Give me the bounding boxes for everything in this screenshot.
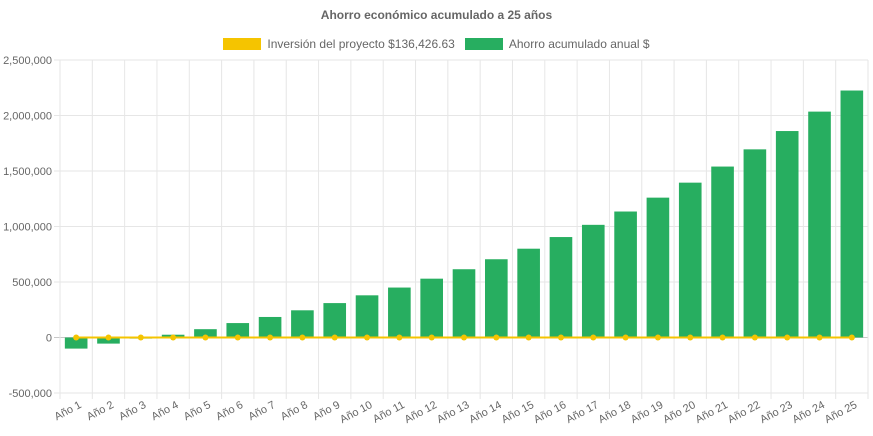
bar-ahorro-9	[323, 303, 347, 338]
legend-label-investment: Inversión del proyecto $136,426.63	[267, 37, 455, 51]
investment-point-19	[654, 334, 661, 341]
bar-ahorro-5	[194, 329, 217, 338]
investment-point-15	[525, 334, 532, 341]
y-tick-label: 2,500,000	[3, 55, 52, 67]
investment-point-13	[461, 334, 467, 341]
investment-point-8	[299, 334, 306, 341]
bar-ahorro-21	[711, 166, 734, 338]
bar-ahorro-25	[840, 90, 864, 338]
investment-point-7	[267, 334, 274, 341]
bar-ahorro-14	[485, 259, 508, 338]
x-tick-label: Año 9	[311, 399, 342, 423]
x-tick-label: Año 16	[532, 399, 568, 426]
bar-ahorro-24	[808, 111, 831, 338]
x-tick-label: Año 4	[150, 399, 181, 423]
bar-ahorro-18	[614, 211, 637, 338]
x-tick-label: Año 1	[53, 399, 84, 423]
bar-ahorro-1	[64, 337, 88, 349]
bar-ahorro-15	[517, 248, 540, 338]
x-tick-label: Año 20	[661, 399, 697, 426]
bar-ahorro-22	[743, 149, 767, 338]
investment-point-22	[751, 334, 758, 341]
legend-swatch-savings	[464, 38, 503, 50]
x-tick-label: Año 22	[726, 399, 762, 426]
investment-point-9	[331, 334, 338, 341]
investment-point-11	[396, 334, 403, 341]
x-tick-label: Año 5	[182, 399, 213, 423]
legend-item-savings[interactable]: Ahorro acumulado anual $	[464, 37, 650, 51]
investment-point-16	[557, 334, 564, 341]
bar-ahorro-6	[226, 323, 250, 338]
investment-point-17	[590, 334, 597, 341]
x-tick-label: Año 11	[371, 399, 407, 426]
investment-point-18	[622, 334, 629, 341]
bar-ahorro-20	[678, 182, 702, 338]
investment-point-14	[493, 334, 500, 341]
y-tick-label: 2,000,000	[3, 111, 52, 123]
y-tick-label: 0	[46, 333, 52, 345]
x-tick-label: Año 12	[403, 399, 439, 426]
investment-point-1	[73, 334, 80, 341]
bar-ahorro-16	[549, 237, 573, 338]
x-tick-label: Año 10	[338, 399, 374, 426]
chart-title: Ahorro económico acumulado a 25 años	[320, 8, 553, 22]
bar-ahorro-13	[452, 269, 476, 338]
investment-point-21	[719, 334, 726, 341]
investment-point-20	[687, 334, 694, 341]
legend-label-savings: Ahorro acumulado anual $	[508, 37, 650, 51]
investment-point-6	[234, 334, 241, 341]
bar-ahorro-10	[355, 295, 379, 338]
investment-point-23	[784, 334, 791, 341]
x-tick-label: Año 15	[500, 399, 536, 426]
investment-point-10	[364, 334, 371, 341]
investment-point-24	[816, 334, 823, 341]
y-tick-label: 1,500,000	[3, 166, 52, 178]
bar-ahorro-11	[388, 287, 411, 338]
bar-ahorro-12	[420, 278, 443, 338]
y-tick-label: -500,000	[9, 388, 52, 400]
x-tick-label: Año 18	[597, 399, 633, 426]
investment-point-3	[137, 334, 144, 341]
legend-item-investment[interactable]: Inversión del proyecto $136,426.63	[223, 37, 455, 51]
x-tick-label: Año 21	[694, 399, 730, 426]
x-tick-label: Año 6	[214, 399, 245, 423]
y-tick-label: 500,000	[12, 277, 52, 289]
x-tick-label: Año 17	[564, 399, 600, 426]
x-tick-label: Año 23	[758, 399, 794, 426]
x-tick-label: Año 2	[85, 399, 116, 423]
x-tick-label: Año 13	[435, 399, 471, 426]
x-tick-label: Año 24	[791, 399, 827, 426]
x-tick-label: Año 7	[246, 399, 277, 423]
legend-swatch-investment	[223, 38, 262, 50]
y-tick-label: 1,000,000	[3, 222, 52, 234]
x-tick-label: Año 19	[629, 399, 665, 426]
bar-ahorro-19	[646, 197, 670, 338]
bar-ahorro-8	[291, 310, 314, 338]
investment-point-2	[105, 334, 112, 341]
investment-point-5	[202, 334, 209, 341]
x-tick-label: Año 25	[823, 399, 859, 426]
x-tick-label: Año 8	[279, 399, 310, 423]
x-tick-label: Año 3	[117, 399, 148, 423]
x-tick-label: Año 14	[467, 399, 503, 426]
investment-point-4	[170, 334, 177, 341]
bar-ahorro-2	[97, 337, 120, 344]
investment-point-25	[848, 334, 855, 341]
bar-ahorro-23	[775, 131, 799, 338]
bar-ahorro-7	[258, 316, 282, 338]
chart-legend: Inversión del proyecto $136,426.63 Ahorr…	[0, 37, 873, 51]
investment-point-12	[428, 334, 435, 341]
bar-ahorro-17	[581, 224, 605, 338]
